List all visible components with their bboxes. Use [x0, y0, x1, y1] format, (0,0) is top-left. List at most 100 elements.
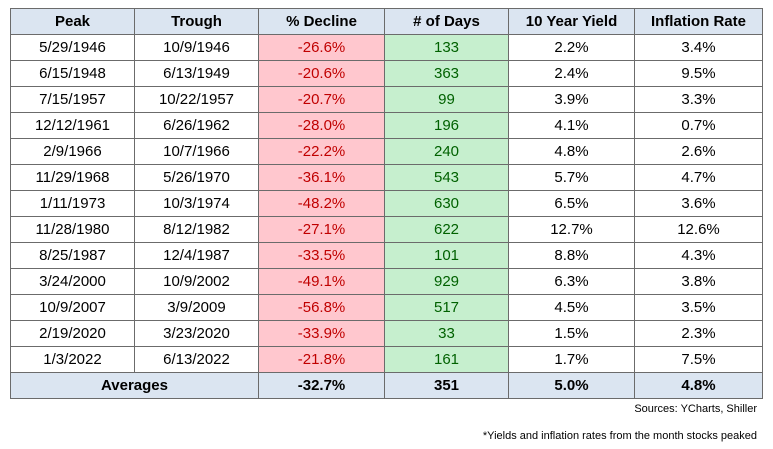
- trough-cell: 12/4/1987: [134, 242, 259, 269]
- table-row: 10/9/2007 3/9/2009 -56.8% 517 4.5% 3.5%: [10, 294, 763, 321]
- days-cell: 33: [384, 320, 509, 347]
- bear-market-table: Peak Trough % Decline # of Days 10 Year …: [10, 8, 763, 399]
- days-cell: 363: [384, 60, 509, 87]
- averages-row: Averages -32.7% 351 5.0% 4.8%: [10, 372, 763, 399]
- table-row: 12/12/1961 6/26/1962 -28.0% 196 4.1% 0.7…: [10, 112, 763, 139]
- source-note: Sources: YCharts, Shiller: [634, 403, 757, 415]
- inflation-cell: 3.3%: [634, 86, 763, 113]
- yield-cell: 8.8%: [508, 242, 635, 269]
- peak-cell: 2/19/2020: [10, 320, 135, 347]
- trough-cell: 10/9/1946: [134, 34, 259, 61]
- peak-cell: 11/28/1980: [10, 216, 135, 243]
- yield-cell: 6.5%: [508, 190, 635, 217]
- trough-cell: 10/3/1974: [134, 190, 259, 217]
- trough-cell: 6/13/2022: [134, 346, 259, 373]
- yield-cell: 2.4%: [508, 60, 635, 87]
- days-cell: 101: [384, 242, 509, 269]
- table-row: 1/11/1973 10/3/1974 -48.2% 630 6.5% 3.6%: [10, 190, 763, 217]
- header-peak: Peak: [10, 8, 135, 35]
- peak-cell: 11/29/1968: [10, 164, 135, 191]
- inflation-cell: 4.3%: [634, 242, 763, 269]
- yield-cell: 4.1%: [508, 112, 635, 139]
- trough-cell: 3/9/2009: [134, 294, 259, 321]
- header-10-year-yield: 10 Year Yield: [508, 8, 635, 35]
- table-row: 1/3/2022 6/13/2022 -21.8% 161 1.7% 7.5%: [10, 346, 763, 373]
- inflation-cell: 3.5%: [634, 294, 763, 321]
- peak-cell: 3/24/2000: [10, 268, 135, 295]
- peak-cell: 12/12/1961: [10, 112, 135, 139]
- yield-cell: 6.3%: [508, 268, 635, 295]
- table-row: 11/29/1968 5/26/1970 -36.1% 543 5.7% 4.7…: [10, 164, 763, 191]
- peak-cell: 1/11/1973: [10, 190, 135, 217]
- decline-cell: -33.9%: [258, 320, 385, 347]
- average-decline: -32.7%: [258, 372, 385, 399]
- decline-cell: -28.0%: [258, 112, 385, 139]
- peak-cell: 1/3/2022: [10, 346, 135, 373]
- table-row: 2/9/1966 10/7/1966 -22.2% 240 4.8% 2.6%: [10, 138, 763, 165]
- decline-cell: -48.2%: [258, 190, 385, 217]
- days-cell: 622: [384, 216, 509, 243]
- inflation-cell: 3.4%: [634, 34, 763, 61]
- table-row: 7/15/1957 10/22/1957 -20.7% 99 3.9% 3.3%: [10, 86, 763, 113]
- decline-cell: -49.1%: [258, 268, 385, 295]
- trough-cell: 8/12/1982: [134, 216, 259, 243]
- days-cell: 929: [384, 268, 509, 295]
- yield-cell: 1.5%: [508, 320, 635, 347]
- inflation-cell: 2.6%: [634, 138, 763, 165]
- decline-cell: -36.1%: [258, 164, 385, 191]
- trough-cell: 3/23/2020: [134, 320, 259, 347]
- table-row: 11/28/1980 8/12/1982 -27.1% 622 12.7% 12…: [10, 216, 763, 243]
- averages-label: Averages: [10, 372, 259, 399]
- yield-cell: 4.8%: [508, 138, 635, 165]
- table-row: 6/15/1948 6/13/1949 -20.6% 363 2.4% 9.5%: [10, 60, 763, 87]
- peak-cell: 10/9/2007: [10, 294, 135, 321]
- yield-cell: 1.7%: [508, 346, 635, 373]
- inflation-cell: 3.6%: [634, 190, 763, 217]
- peak-cell: 6/15/1948: [10, 60, 135, 87]
- decline-cell: -20.6%: [258, 60, 385, 87]
- yield-cell: 2.2%: [508, 34, 635, 61]
- peak-cell: 8/25/1987: [10, 242, 135, 269]
- yield-cell: 4.5%: [508, 294, 635, 321]
- header-row: Peak Trough % Decline # of Days 10 Year …: [10, 8, 763, 35]
- peak-cell: 2/9/1966: [10, 138, 135, 165]
- days-cell: 99: [384, 86, 509, 113]
- days-cell: 517: [384, 294, 509, 321]
- yield-cell: 5.7%: [508, 164, 635, 191]
- header-days: # of Days: [384, 8, 509, 35]
- footnote: *Yields and inflation rates from the mon…: [482, 430, 757, 442]
- days-cell: 543: [384, 164, 509, 191]
- trough-cell: 6/13/1949: [134, 60, 259, 87]
- decline-cell: -21.8%: [258, 346, 385, 373]
- yield-cell: 12.7%: [508, 216, 635, 243]
- days-cell: 161: [384, 346, 509, 373]
- days-cell: 240: [384, 138, 509, 165]
- inflation-cell: 3.8%: [634, 268, 763, 295]
- average-days: 351: [384, 372, 509, 399]
- days-cell: 133: [384, 34, 509, 61]
- table-row: 8/25/1987 12/4/1987 -33.5% 101 8.8% 4.3%: [10, 242, 763, 269]
- header-trough: Trough: [134, 8, 259, 35]
- inflation-cell: 4.7%: [634, 164, 763, 191]
- inflation-cell: 12.6%: [634, 216, 763, 243]
- decline-cell: -26.6%: [258, 34, 385, 61]
- average-inflation: 4.8%: [634, 372, 763, 399]
- peak-cell: 5/29/1946: [10, 34, 135, 61]
- header-inflation-rate: Inflation Rate: [634, 8, 763, 35]
- table-row: 5/29/1946 10/9/1946 -26.6% 133 2.2% 3.4%: [10, 34, 763, 61]
- decline-cell: -20.7%: [258, 86, 385, 113]
- trough-cell: 10/9/2002: [134, 268, 259, 295]
- trough-cell: 10/22/1957: [134, 86, 259, 113]
- yield-cell: 3.9%: [508, 86, 635, 113]
- inflation-cell: 7.5%: [634, 346, 763, 373]
- average-yield: 5.0%: [508, 372, 635, 399]
- decline-cell: -56.8%: [258, 294, 385, 321]
- table-row: 2/19/2020 3/23/2020 -33.9% 33 1.5% 2.3%: [10, 320, 763, 347]
- days-cell: 196: [384, 112, 509, 139]
- trough-cell: 10/7/1966: [134, 138, 259, 165]
- inflation-cell: 0.7%: [634, 112, 763, 139]
- decline-cell: -27.1%: [258, 216, 385, 243]
- inflation-cell: 9.5%: [634, 60, 763, 87]
- table-row: 3/24/2000 10/9/2002 -49.1% 929 6.3% 3.8%: [10, 268, 763, 295]
- peak-cell: 7/15/1957: [10, 86, 135, 113]
